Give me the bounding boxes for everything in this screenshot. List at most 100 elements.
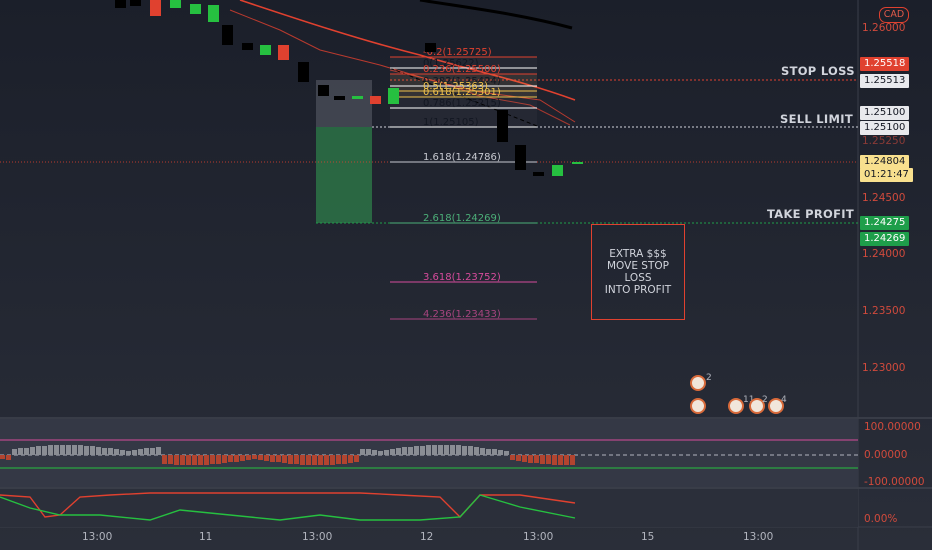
price-scale-label: 1.24000 <box>862 248 906 260</box>
osc-scale-label: 0.00000 <box>864 449 908 461</box>
osc-bar <box>0 455 5 459</box>
current-price-tag: 1.24804 <box>860 155 910 169</box>
stop-loss-price-tag[interactable]: 1.25518 <box>860 57 910 71</box>
osc-bar <box>222 455 227 463</box>
osc-bar <box>372 450 377 455</box>
fib-level-label: 0.5(1.25363) <box>423 81 488 92</box>
sell-limit-price-tag[interactable]: 1.25100 <box>860 106 910 120</box>
osc-bar <box>216 455 221 464</box>
candle <box>572 162 583 164</box>
osc-bar <box>234 455 239 462</box>
candle <box>515 145 526 170</box>
osc-bar <box>54 445 59 455</box>
oscillator-2-pane[interactable] <box>0 489 858 527</box>
osc-bar <box>360 449 365 455</box>
osc-bar <box>66 445 71 455</box>
osc-bar <box>450 445 455 455</box>
osc-bar <box>306 455 311 465</box>
time-axis-label: 13:00 <box>743 531 774 543</box>
osc-bar <box>114 449 119 455</box>
osc-bar <box>528 455 533 463</box>
ma-line-black <box>419 0 573 30</box>
osc-bar <box>42 446 47 455</box>
osc-bar <box>144 448 149 455</box>
candle <box>352 96 363 99</box>
osc-bar <box>72 445 77 455</box>
flag-event-icon[interactable] <box>690 398 706 414</box>
osc-bar <box>378 451 383 455</box>
candle <box>497 110 508 142</box>
flag-event-icon[interactable] <box>749 398 765 414</box>
osc-bar <box>498 450 503 455</box>
candle <box>370 96 381 104</box>
candle <box>388 88 399 104</box>
osc-bar <box>120 450 125 455</box>
time-axis-label: 11 <box>199 531 213 543</box>
osc-bar <box>174 455 179 465</box>
candle <box>533 172 544 176</box>
time-axis-label: 12 <box>420 531 434 543</box>
note-text-box[interactable]: EXTRA $$$ MOVE STOP LOSS INTO PROFIT <box>591 224 685 320</box>
osc-bar <box>492 449 497 455</box>
osc-bar <box>402 447 407 455</box>
candle <box>170 0 181 8</box>
osc-bar <box>522 455 527 462</box>
osc-bar <box>108 448 113 455</box>
sell-limit-price-tag[interactable]: 1.25100 <box>860 121 910 135</box>
time-axis-label: 15 <box>641 531 655 543</box>
osc-bar <box>210 455 215 464</box>
economic-event-icon[interactable] <box>690 375 706 391</box>
osc-bar <box>288 455 293 464</box>
fib-level-label: 0.236(1.25500) <box>423 64 501 75</box>
candle <box>222 25 233 45</box>
osc-bar <box>516 455 521 461</box>
osc-bar <box>318 455 323 465</box>
osc-bar <box>390 449 395 455</box>
event-count: 4 <box>781 395 787 405</box>
time-axis-label: 13:00 <box>302 531 333 543</box>
osc-bar <box>570 455 575 465</box>
osc-bar <box>414 446 419 455</box>
fib-level-label: -0.2(1.25725) <box>423 47 492 58</box>
take-profit-price-tag[interactable]: 1.24275 <box>860 216 910 230</box>
candle <box>260 45 271 55</box>
time-axis-label: 13:00 <box>523 531 554 543</box>
osc-bar <box>240 455 245 461</box>
currency-badge[interactable]: CAD <box>879 7 909 23</box>
osc-bar <box>48 445 53 455</box>
osc-bar <box>408 447 413 455</box>
fib-level-label: 1(1.25105) <box>423 117 479 128</box>
fib-level-label: 2.618(1.24269) <box>423 213 501 224</box>
fib-retracement[interactable]: -0.2(1.25725)0(1.25622)0.236(1.25500)0.3… <box>390 47 537 320</box>
take-profit-zone[interactable] <box>316 127 372 223</box>
flag-event-icon[interactable] <box>768 398 784 414</box>
osc-bar <box>468 446 473 455</box>
take-profit-price-tag[interactable]: 1.24269 <box>860 232 910 246</box>
candle <box>150 0 161 16</box>
osc-bar <box>162 455 167 464</box>
osc-bar <box>552 455 557 465</box>
osc-bar <box>426 445 431 455</box>
price-scale-label: 1.26000 <box>862 22 906 34</box>
osc-bar <box>294 455 299 464</box>
candle <box>298 62 309 82</box>
osc-bar <box>84 446 89 455</box>
flag-event-icon[interactable] <box>728 398 744 414</box>
candle <box>278 45 289 60</box>
osc-histogram <box>0 445 575 465</box>
candle <box>130 0 141 6</box>
ma-line-step <box>229 9 576 123</box>
price-scale-label: 1.23000 <box>862 362 906 374</box>
candle <box>115 0 126 8</box>
candles <box>115 0 583 176</box>
osc-scale-label: 100.00000 <box>864 421 921 433</box>
osc-bar <box>6 455 11 460</box>
osc-bar <box>258 455 263 460</box>
osc-bar <box>486 449 491 455</box>
stop-loss-price-tag[interactable]: 1.25513 <box>860 74 910 88</box>
osc-bar <box>138 449 143 455</box>
osc-bar <box>534 455 539 463</box>
price-scale-label: 1.25250 <box>862 135 906 147</box>
